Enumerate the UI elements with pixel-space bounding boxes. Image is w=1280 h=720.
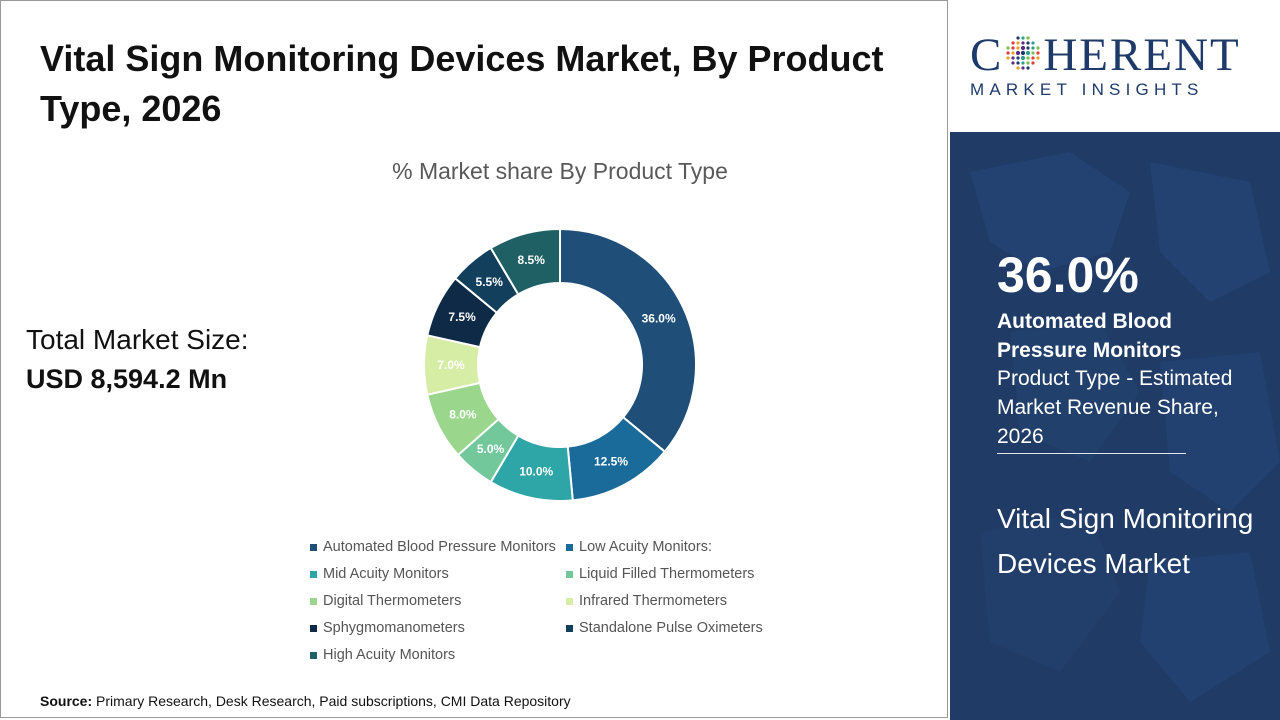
legend-label: Infrared Thermometers [579, 593, 728, 609]
legend-label: Liquid Filled Thermometers [579, 566, 755, 582]
slice-data-label: 5.5% [476, 275, 504, 289]
legend-swatch [566, 543, 573, 551]
logo-dot [1016, 36, 1020, 40]
logo-dot [1026, 46, 1030, 50]
logo-dot [1026, 41, 1030, 45]
legend-item: Liquid Filled Thermometers [566, 565, 780, 583]
slice-data-label: 7.5% [448, 310, 476, 324]
logo-dot [1021, 66, 1025, 70]
legend-label: Mid Acuity Monitors [323, 566, 449, 582]
logo-dot [1021, 61, 1025, 65]
legend-label: Digital Thermometers [323, 593, 462, 609]
logo: C HERENT MARKET INSIGHTS [950, 0, 1280, 132]
logo-dot [1006, 51, 1010, 55]
donut-slice [489, 227, 561, 296]
logo-dot [1036, 46, 1040, 50]
logo-dot [1021, 55, 1026, 61]
logo-dot [1016, 66, 1020, 70]
logo-dot [1026, 36, 1030, 40]
legend-label: Automated Blood Pressure Monitors [323, 539, 556, 555]
logo-dot [1011, 51, 1015, 55]
legend-label: High Acuity Monitors [323, 647, 456, 663]
highlight-panel [950, 132, 1280, 720]
logo-dot [1031, 61, 1035, 65]
chart-legend: Automated Blood Pressure Monitors Low Acu… [310, 538, 780, 664]
highlight-divider [997, 453, 1186, 454]
logo-dot [1026, 50, 1031, 56]
logo-dot [1031, 56, 1035, 60]
slice-data-label: 8.5% [518, 253, 546, 267]
legend-item: High Acuity Monitors [310, 646, 566, 664]
logo-dot [1011, 41, 1015, 45]
slice-data-label: 8.0% [449, 407, 477, 421]
chart-frame [0, 0, 948, 718]
slice-data-label: 7.0% [437, 358, 465, 372]
logo-dot [1006, 46, 1010, 50]
logo-word-right: HERENT [1043, 29, 1241, 81]
legend-swatch [310, 597, 317, 605]
logo-dot [1026, 56, 1030, 60]
logo-dot [1021, 36, 1025, 40]
logo-dot [1006, 56, 1010, 60]
page-title: Vital Sign Monitoring Devices Market, By… [40, 38, 884, 129]
legend-swatch [310, 651, 317, 659]
logo-globe-icon [1006, 36, 1040, 70]
logo-subtitle: MARKET INSIGHTS [970, 80, 1204, 99]
logo-dot [1016, 46, 1020, 50]
source-note: Source: Primary Research, Desk Research,… [40, 693, 571, 709]
logo-dot [1016, 50, 1021, 56]
slice-data-label: 5.0% [477, 442, 505, 456]
world-map-texture [970, 152, 1280, 702]
legend-item: Standalone Pulse Oximeters [566, 619, 780, 637]
legend-swatch [310, 570, 317, 578]
logo-dot [1016, 41, 1020, 45]
logo-dot [1031, 46, 1035, 50]
slice-data-label: 10.0% [519, 464, 553, 478]
donut-slice [559, 227, 697, 454]
logo-dot [1011, 61, 1015, 65]
logo-dot [1036, 56, 1040, 60]
donut-chart: 36.0% 12.5% 10.0% 5.0% 8.0% 7.0% 7.5% 5.5% 8.5% [423, 227, 697, 502]
market-name: Vital Sign Monitoring Devices Market [997, 503, 1254, 579]
source-label: Source: [40, 693, 93, 709]
legend-label: Low Acuity Monitors: [579, 539, 712, 555]
logo-dot [1021, 50, 1026, 56]
source-text: Primary Research, Desk Research, Paid su… [92, 693, 571, 709]
logo-dot [1026, 61, 1030, 65]
legend-label: Standalone Pulse Oximeters [579, 620, 763, 636]
legend-item: Low Acuity Monitors: [566, 538, 780, 556]
logo-dot [1031, 51, 1035, 55]
total-market-value: USD 8,594.2 Mn [26, 364, 228, 394]
logo-dot [1026, 66, 1030, 70]
highlight-segment-name: Automated Blood Pressure Monitors [997, 310, 1182, 362]
logo-dot [1031, 41, 1035, 45]
total-market-label: Total Market Size: [26, 324, 249, 355]
legend-swatch [310, 543, 317, 551]
legend-item: Automated Blood Pressure Monitors [310, 538, 566, 556]
chart-title: % Market share By Product Type [392, 158, 728, 184]
logo-dot [1036, 51, 1040, 55]
legend-item: Infrared Thermometers [566, 592, 780, 610]
logo-dot [1016, 61, 1020, 65]
logo-dot [1011, 46, 1015, 50]
legend-label: Sphygmomanometers [323, 620, 465, 636]
slice-data-label: 36.0% [642, 312, 676, 326]
highlight-percent: 36.0% [997, 247, 1139, 303]
logo-dot [1016, 56, 1020, 60]
logo-dot [1021, 41, 1025, 45]
legend-item: Mid Acuity Monitors [310, 565, 566, 583]
logo-dot [1021, 45, 1026, 51]
highlight-description: Product Type - Estimated Market Revenue … [997, 367, 1233, 448]
logo-word-left: C [970, 29, 1004, 81]
legend-item: Sphygmomanometers [310, 619, 566, 637]
logo-dot [1011, 56, 1015, 60]
legend-swatch [566, 597, 573, 605]
slice-data-label: 12.5% [594, 454, 628, 468]
logo-wordmark: C HERENT [970, 30, 1241, 80]
legend-swatch [310, 624, 317, 632]
legend-swatch [566, 570, 573, 578]
legend-swatch [566, 624, 573, 632]
legend-item: Digital Thermometers [310, 592, 566, 610]
